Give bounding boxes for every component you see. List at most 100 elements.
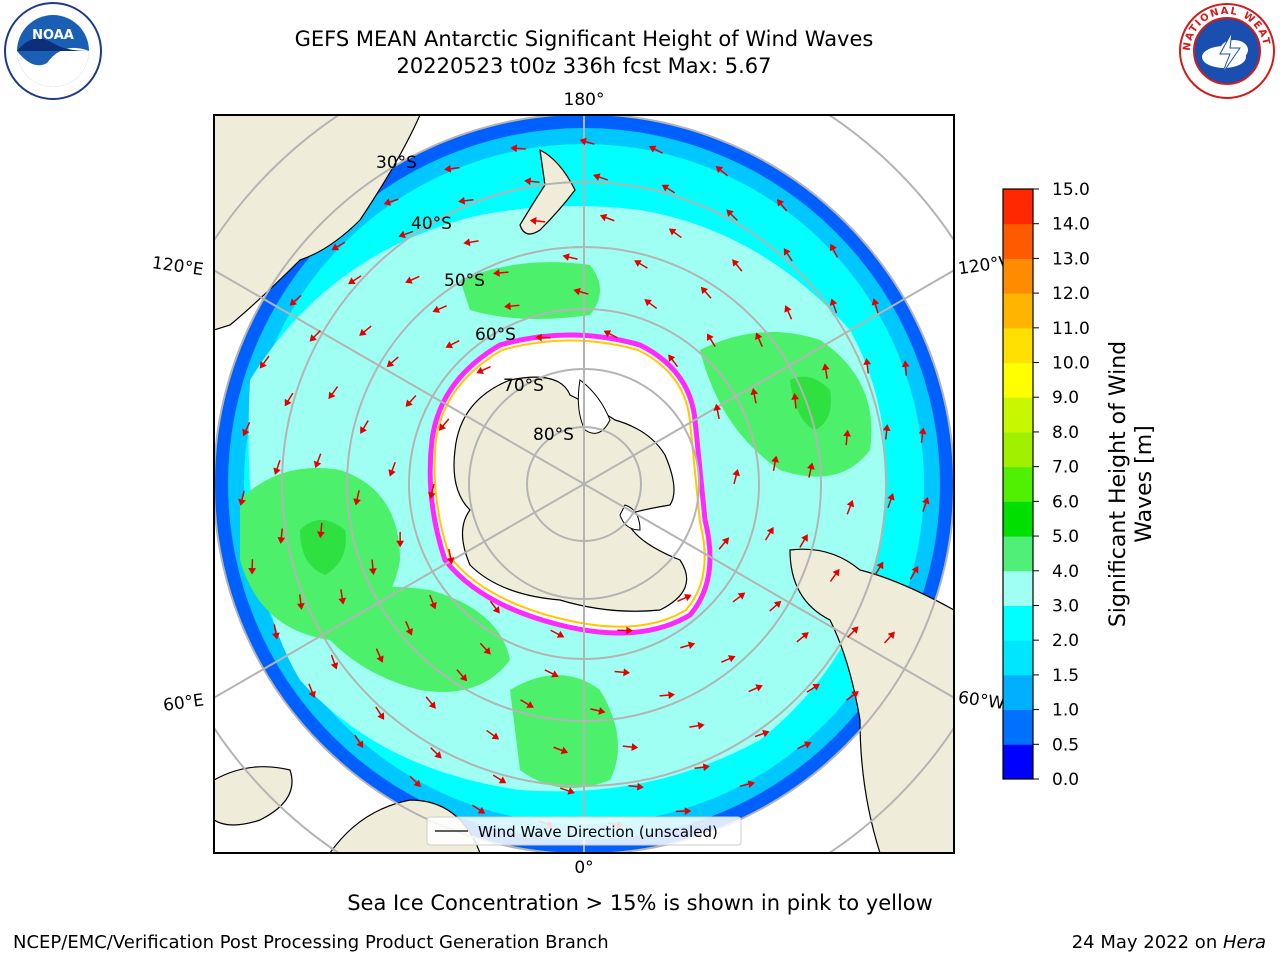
wind-arrow-head [248, 567, 257, 575]
wind-arrow-head [846, 499, 855, 508]
wind-arrow-head [296, 602, 305, 610]
colorbar-tick-label: 13.0 [1052, 249, 1090, 269]
colorbar-segment [1003, 744, 1033, 780]
wind-arrow-head [807, 462, 815, 470]
wind-arrow-head [668, 354, 676, 362]
colorbar-label-line2: Waves [m] [1132, 425, 1157, 542]
wind-arrow-head [483, 647, 491, 655]
wind-arrow-head [432, 305, 440, 313]
colorbar-tick-label: 0.0 [1052, 770, 1079, 790]
wind-arrow-head [476, 366, 484, 374]
wind-arrow-head [477, 806, 486, 814]
wind-arrow-head [348, 277, 356, 285]
colorbar: 0.0 0.5 1.0 1.5 2.0 3.0 4.0 5.0 6.0 7.0 8.0 9.0 10.0… [1002, 180, 1157, 790]
nws-logo: NATIONAL WEATHER SERVICE [1178, 2, 1275, 99]
wind-arrow-head [801, 534, 808, 542]
lon-label-120e: 120°E [151, 253, 205, 280]
wind-arrow-head [762, 729, 770, 738]
wind-arrow-head [843, 429, 851, 437]
footer-date: 24 May 2022 on [1071, 932, 1223, 953]
colorbar-tick-label: 6.0 [1052, 492, 1079, 512]
colorbar-tick-label: 10.0 [1052, 354, 1090, 374]
wind-arrow-head [573, 287, 581, 296]
wind-arrow-head [829, 298, 838, 306]
colorbar-tick-label: 0.5 [1052, 735, 1079, 755]
lat-label-30s: 30°S [376, 153, 417, 173]
wind-arrow-head [330, 662, 339, 670]
lon-label-0: 0° [574, 858, 593, 878]
wind-arrow-head [238, 498, 246, 506]
wind-arrow-head [804, 741, 812, 749]
wind-arrow-head [444, 164, 452, 173]
wind-arrow-head [863, 358, 872, 366]
wind-arrow-head [289, 298, 298, 306]
wind-arrow-head [459, 673, 468, 682]
south-america [789, 548, 954, 853]
wind-arrow-head [684, 807, 692, 816]
wind-arrow-head [661, 184, 670, 192]
wind-arrow-head [405, 399, 413, 407]
colorbar-segment [1003, 327, 1033, 364]
wind-arrow-head [259, 361, 267, 369]
wind-arrow-head [668, 228, 677, 236]
colorbar-segment [1003, 709, 1033, 745]
wind-arrow-head [637, 782, 644, 791]
wind-arrow-head [445, 341, 453, 349]
wind-arrow-head [331, 243, 340, 251]
colorbar-tick-label: 8.0 [1052, 423, 1079, 443]
colorbar-segment [1003, 640, 1033, 676]
wind-arrow-head [369, 568, 377, 575]
wind-arrow-head [713, 403, 722, 411]
wind-arrow-head [700, 286, 709, 295]
wind-arrow-head [871, 298, 880, 306]
wind-arrow-head [317, 531, 325, 539]
colorbar-segment [1003, 605, 1033, 641]
wind-arrow-head [599, 213, 608, 222]
wind-arrow-head [242, 428, 250, 437]
wind-arrow-head [504, 302, 511, 311]
wind-arrow-head [353, 498, 361, 506]
wind-arrow-head [715, 166, 724, 174]
wind-arrow-head [328, 391, 336, 400]
wind-arrow-head [556, 630, 565, 638]
wind-arrow-head [446, 557, 455, 565]
colorbar-tick-label: 7.0 [1052, 458, 1079, 478]
wind-arrow-head [603, 330, 612, 338]
colorbar-segment [1003, 674, 1033, 711]
australia [214, 115, 421, 331]
lon-label-180: 180° [564, 90, 605, 110]
colorbar-segment [1003, 293, 1033, 329]
colorbar-segment [1003, 570, 1033, 606]
colorbar-segment [1003, 223, 1033, 259]
wind-arrow-head [383, 198, 392, 206]
wind-arrow-head [413, 779, 421, 788]
madagascar [214, 766, 293, 826]
colorbar-segment [1003, 362, 1033, 398]
wind-arrow-head [491, 732, 500, 740]
wind-arrow-head [876, 561, 884, 570]
wind-arrow-head [702, 763, 710, 772]
wind-arrow-head [922, 496, 930, 505]
lat-label-70s: 70°S [503, 376, 544, 396]
wind-arrow-head [405, 628, 413, 636]
lon-label-60e: 60°E [162, 690, 205, 715]
wind-arrow-head [668, 691, 675, 699]
wind-arrow-head [631, 743, 639, 751]
colorbar-tick-label: 1.5 [1052, 666, 1079, 686]
wind-arrow-head [272, 632, 280, 640]
wind-arrow-head [783, 248, 791, 256]
wind-arrow-head [829, 243, 837, 252]
wind-arrow-head [360, 426, 367, 434]
wind-arrow-head [687, 641, 696, 650]
map-legend: Wind Wave Direction (unscaled) [426, 816, 742, 846]
footer-right: 24 May 2022 on Hera [1072, 932, 1266, 953]
colorbar-segment [1003, 431, 1033, 468]
wind-arrow-head [821, 363, 830, 371]
wind-arrow-head [405, 276, 413, 284]
wind-arrow-head [524, 177, 531, 186]
wind-arrow-head [732, 259, 740, 267]
wind-arrow-head [832, 568, 840, 577]
colorbar-tick-label: 4.0 [1052, 562, 1079, 582]
colorbar-segment [1003, 536, 1033, 572]
wind-arrow-head [388, 469, 396, 477]
